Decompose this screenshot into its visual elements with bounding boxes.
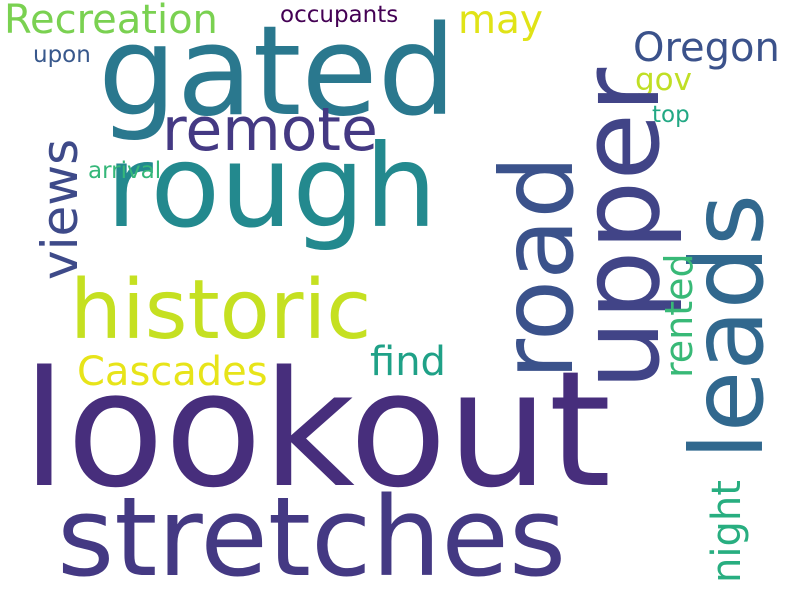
word-rented: rented (657, 253, 701, 378)
word-gated: gated (98, 0, 457, 144)
word-lookout: lookout (22, 336, 612, 523)
word-gov: gov (635, 62, 692, 98)
word-recreation: Recreation (4, 0, 218, 43)
word-arrival: arrival (88, 158, 162, 184)
word-views: views (31, 138, 89, 280)
word-may: may (458, 0, 543, 43)
word-remote: remote (162, 95, 378, 165)
word-night: night (704, 480, 750, 583)
word-upon: upon (33, 42, 91, 68)
word-cascades: Cascades (77, 349, 268, 395)
word-rough: rough (106, 120, 437, 253)
word-occupants: occupants (280, 2, 399, 28)
word-oregon: Oregon (633, 25, 780, 71)
word-top: top (652, 102, 690, 128)
word-stretches: stretches (57, 473, 567, 600)
word-find: find (370, 339, 446, 385)
word-historic: historic (70, 263, 372, 358)
